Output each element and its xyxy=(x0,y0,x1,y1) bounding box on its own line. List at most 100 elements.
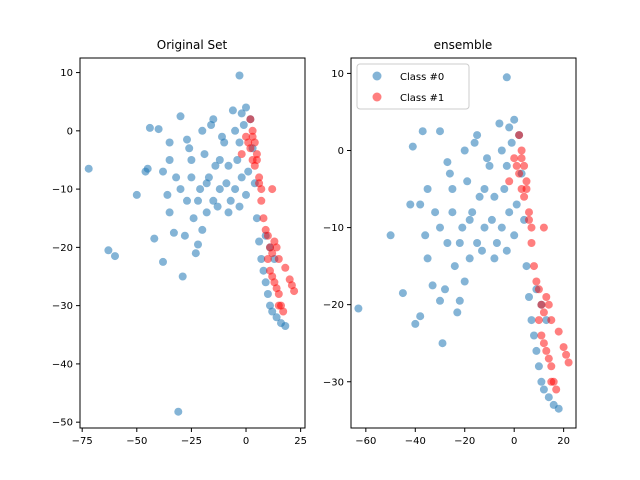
data-point-class-0 xyxy=(176,112,185,121)
data-point-class-0 xyxy=(281,322,290,330)
data-point-class-0 xyxy=(268,307,277,316)
data-point-class-1 xyxy=(564,358,573,367)
data-point-class-1 xyxy=(237,150,246,159)
y-tick-label: −30 xyxy=(323,377,344,388)
data-point-class-0 xyxy=(213,202,222,211)
data-point-class-0 xyxy=(169,228,178,237)
y-tick-label: −10 xyxy=(323,223,344,234)
ticks-layer: −75 −50 −25 0 25 −50 −40 −30 −20 −10 0 10 xyxy=(52,68,307,447)
data-point-class-0 xyxy=(448,208,457,217)
data-point-class-0 xyxy=(483,154,491,163)
data-point-class-0 xyxy=(235,71,244,80)
data-point-class-0 xyxy=(495,119,504,128)
data-point-class-1 xyxy=(257,185,266,194)
data-point-class-0 xyxy=(512,200,521,209)
data-point-class-0 xyxy=(209,196,218,205)
data-point-class-1 xyxy=(242,132,250,141)
data-point-class-1 xyxy=(554,327,563,336)
data-point-class-0 xyxy=(204,173,213,182)
data-point-class-0 xyxy=(480,185,489,193)
data-point-class-1 xyxy=(268,249,277,258)
data-point-class-0 xyxy=(172,173,181,182)
data-point-class-1 xyxy=(544,354,553,363)
data-point-class-0 xyxy=(527,316,536,325)
data-point-class-0 xyxy=(544,393,553,402)
data-point-class-1 xyxy=(527,239,536,247)
data-point-class-0 xyxy=(485,161,494,170)
data-point-class-0 xyxy=(196,185,205,194)
data-point-class-0 xyxy=(554,404,563,413)
data-point-class-0 xyxy=(398,289,407,298)
y-tick-label: −20 xyxy=(323,300,344,311)
data-point-class-0 xyxy=(423,254,432,263)
data-point-class-0 xyxy=(228,106,237,115)
data-point-class-0 xyxy=(242,103,250,112)
data-point-class-0 xyxy=(497,223,506,232)
data-point-class-0 xyxy=(502,73,511,82)
data-point-class-0 xyxy=(441,285,449,294)
data-point-class-0 xyxy=(132,190,141,199)
data-point-class-0 xyxy=(261,278,270,287)
data-point-class-0 xyxy=(198,225,207,234)
data-point-class-0 xyxy=(428,281,437,290)
data-point-class-0 xyxy=(522,262,531,271)
data-point-class-0 xyxy=(163,190,172,199)
data-point-class-0 xyxy=(145,123,154,132)
data-point-class-1 xyxy=(530,262,538,271)
data-point-class-0 xyxy=(510,231,519,240)
data-point-class-0 xyxy=(416,200,425,209)
data-point-class-0 xyxy=(411,319,420,328)
y-tick-label: 10 xyxy=(331,69,344,80)
data-point-class-0 xyxy=(438,339,447,348)
legend-label-class-1: Class #1 xyxy=(400,93,444,104)
data-point-class-0 xyxy=(198,126,207,135)
data-point-class-0 xyxy=(259,266,268,275)
data-point-class-0 xyxy=(416,312,425,321)
data-point-class-0 xyxy=(154,125,163,134)
data-point-class-0 xyxy=(226,196,235,205)
data-point-class-1 xyxy=(547,316,556,325)
data-point-class-0 xyxy=(231,126,240,135)
data-point-class-0 xyxy=(406,200,415,209)
panel-title-original-set: Original Set xyxy=(157,38,228,52)
data-point-class-0 xyxy=(239,121,248,129)
data-point-class-1 xyxy=(542,346,551,355)
data-point-class-0 xyxy=(235,202,244,211)
data-point-class-0 xyxy=(194,240,202,249)
data-point-class-0 xyxy=(502,161,511,170)
data-point-class-0 xyxy=(165,156,174,164)
data-point-class-0 xyxy=(487,215,496,224)
data-point-class-0 xyxy=(237,173,246,182)
data-point-class-0 xyxy=(505,208,514,217)
data-point-class-0 xyxy=(84,164,93,173)
data-point-class-0 xyxy=(421,231,430,240)
data-point-class-0 xyxy=(231,185,240,194)
data-point-class-0 xyxy=(202,208,211,217)
data-point-class-0 xyxy=(159,167,167,176)
data-point-class-1 xyxy=(248,126,257,135)
data-point-class-0 xyxy=(436,223,444,232)
y-tick-label: −30 xyxy=(52,301,73,312)
data-point-class-1 xyxy=(255,173,264,182)
data-point-class-1 xyxy=(527,223,536,232)
data-point-class-1 xyxy=(515,169,524,178)
data-point-class-1 xyxy=(279,307,288,316)
y-tick-label: −40 xyxy=(52,359,73,370)
data-point-class-0 xyxy=(165,138,174,147)
data-point-class-1 xyxy=(522,177,531,186)
data-point-class-0 xyxy=(431,208,440,217)
data-point-class-0 xyxy=(448,185,457,193)
ticks-layer: −60 −40 −20 0 20 −30 −20 −10 0 10 xyxy=(323,69,570,447)
data-point-class-1 xyxy=(552,385,561,394)
data-point-class-0 xyxy=(443,158,452,167)
data-point-class-0 xyxy=(180,231,189,240)
data-point-class-1 xyxy=(248,132,257,141)
y-tick-label: −10 xyxy=(52,185,73,196)
legend-box xyxy=(356,63,470,110)
data-point-class-0 xyxy=(211,161,220,170)
data-point-class-0 xyxy=(507,138,516,147)
data-point-class-0 xyxy=(490,192,499,201)
data-point-class-1 xyxy=(287,281,296,290)
